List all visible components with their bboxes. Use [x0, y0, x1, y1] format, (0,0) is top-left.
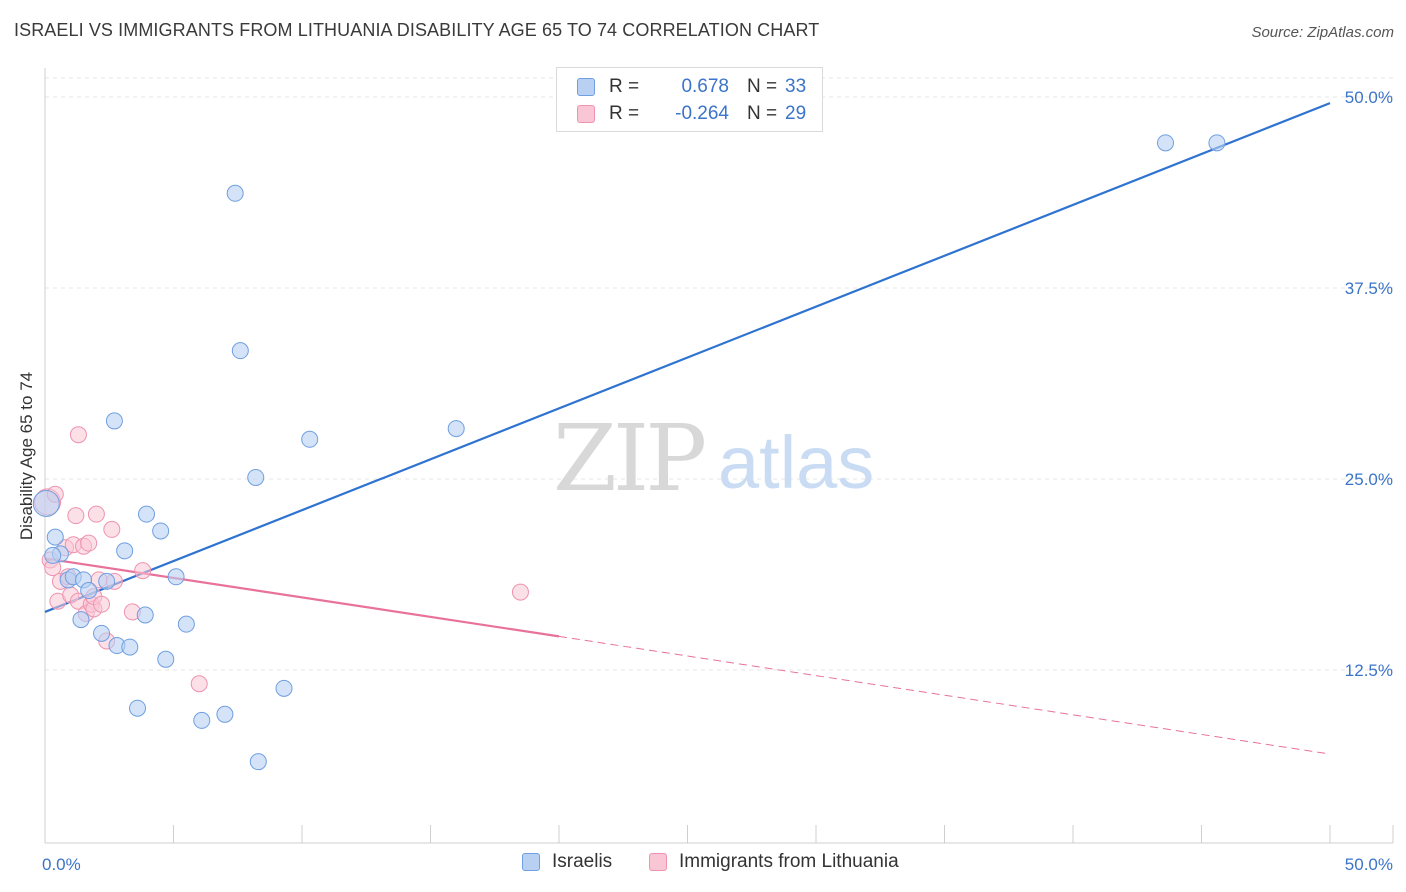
n-label: N = [747, 103, 778, 124]
lithuania-point [511, 583, 529, 601]
israelis-point [447, 420, 465, 438]
israelis-point [46, 528, 64, 546]
y-axis-label: Disability Age 65 to 74 [17, 372, 36, 540]
israelis-point [93, 624, 111, 642]
israelis-legend-label: Israelis [552, 851, 613, 872]
lithuania-legend-label: Immigrants from Lithuania [679, 851, 899, 872]
r-label: R = [609, 76, 640, 97]
watermark-atlas: atlas [718, 421, 874, 504]
lithuania-point [93, 595, 111, 613]
israelis-legend-swatch [522, 853, 540, 871]
r-value: 0.678 [681, 76, 729, 97]
israelis-point [216, 705, 234, 723]
lithuania-trend-line-extension [558, 635, 1331, 755]
lithuania-legend-swatch [649, 853, 667, 871]
israelis-point [32, 489, 60, 517]
x-tick-label: 0.0% [42, 855, 81, 874]
israelis-point [44, 546, 62, 564]
lithuania-point [80, 534, 98, 552]
israelis-point [275, 679, 293, 697]
y-tick-label: 25.0% [1345, 470, 1393, 489]
israelis-point [152, 522, 170, 540]
y-tick-label: 12.5% [1345, 661, 1393, 680]
israelis-point [98, 572, 116, 590]
y-tick-label: 50.0% [1345, 88, 1393, 107]
israelis-point [1208, 134, 1226, 152]
lithuania-swatch [577, 105, 595, 123]
lithuania-point [103, 520, 121, 538]
israelis-point [231, 342, 249, 360]
lithuania-point [134, 562, 152, 580]
legend-row-israelis: R = 0.678 N = 33 [577, 75, 806, 99]
israelis-point [121, 638, 139, 656]
israelis-point [138, 505, 156, 523]
chart-title: ISRAELI VS IMMIGRANTS FROM LITHUANIA DIS… [14, 20, 820, 40]
israelis-point [301, 430, 319, 448]
lithuania-point [87, 505, 105, 523]
n-value: 33 [785, 76, 807, 97]
israelis-point [193, 711, 211, 729]
israelis-point [157, 650, 175, 668]
israelis-point [72, 611, 90, 629]
lithuania-point [69, 426, 87, 444]
r-value: -0.264 [675, 103, 729, 124]
israelis-point [105, 412, 123, 430]
israelis-swatch [577, 78, 595, 96]
israelis-point [129, 699, 147, 717]
watermark-zip: ZIP [553, 405, 704, 512]
stats-legend: R = 0.678 N = 33 R = -0.264 N = 29 [556, 67, 823, 132]
israelis-point [80, 582, 98, 600]
israelis-point [177, 615, 195, 633]
israelis-trend-line [44, 102, 1331, 613]
bottom-legend-israelis: Israelis [522, 851, 612, 873]
israelis-point [167, 568, 185, 586]
israelis-point [136, 606, 154, 624]
israelis-point [247, 468, 265, 486]
lithuania-trend-line [44, 557, 560, 638]
israelis-point [249, 753, 267, 771]
x-tick-label: 50.0% [1345, 855, 1393, 874]
lithuania-point [190, 675, 208, 693]
legend-row-lithuania: R = -0.264 N = 29 [577, 102, 806, 126]
lithuania-point [67, 507, 85, 525]
israelis-point [226, 184, 244, 202]
israelis-point [116, 542, 134, 560]
israelis-point [1157, 134, 1175, 152]
bottom-legend-lithuania: Immigrants from Lithuania [649, 851, 899, 873]
n-value: 29 [785, 103, 807, 124]
n-label: N = [747, 76, 778, 97]
r-label: R = [609, 103, 640, 124]
y-tick-label: 37.5% [1345, 279, 1393, 298]
source-label: Source: ZipAtlas.com [1251, 24, 1394, 41]
